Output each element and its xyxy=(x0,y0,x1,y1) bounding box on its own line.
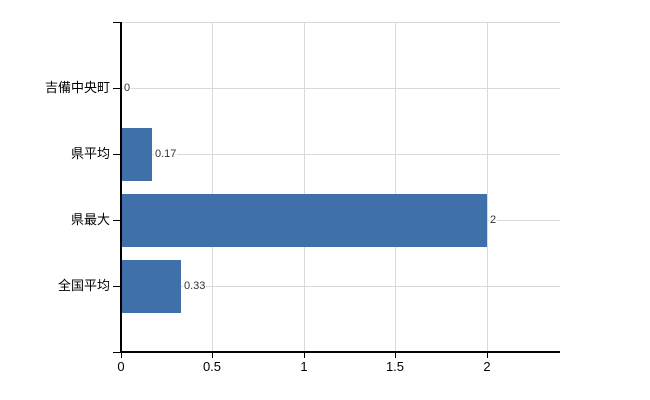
y-axis-tick xyxy=(113,220,121,221)
bar-value-label: 0.17 xyxy=(154,147,178,161)
category-label: 県最大 xyxy=(70,212,110,227)
x-tick-label: 1.5 xyxy=(385,359,405,374)
y-gridline xyxy=(121,154,560,155)
x-gridline xyxy=(487,22,488,352)
bar-value-label: 0.33 xyxy=(183,279,207,293)
x-tick-label: 1 xyxy=(300,359,308,374)
x-tick-label: 0 xyxy=(117,359,125,374)
bar xyxy=(122,194,487,247)
y-axis-tick xyxy=(113,154,121,155)
y-axis-tick xyxy=(113,352,121,353)
bar xyxy=(122,128,152,181)
x-axis-tick xyxy=(304,353,305,358)
x-axis-tick xyxy=(121,353,122,358)
y-axis xyxy=(120,22,122,353)
y-gridline xyxy=(121,286,560,287)
x-gridline xyxy=(212,22,213,352)
x-axis-tick xyxy=(395,353,396,358)
x-axis-tick xyxy=(487,353,488,358)
plot-top-border xyxy=(121,22,560,23)
bar-value-label: 0 xyxy=(123,81,132,95)
y-axis-tick xyxy=(113,88,121,89)
bar-value-label: 2 xyxy=(489,213,498,227)
y-gridline xyxy=(121,88,560,89)
x-tick-label: 2 xyxy=(483,359,491,374)
x-tick-label: 0.5 xyxy=(202,359,222,374)
x-axis xyxy=(120,351,560,353)
category-label: 吉備中央町 xyxy=(44,80,110,95)
x-axis-tick xyxy=(212,353,213,358)
x-gridline xyxy=(395,22,396,352)
x-gridline xyxy=(304,22,305,352)
category-label: 県平均 xyxy=(70,146,110,161)
bar xyxy=(122,260,181,313)
y-axis-tick xyxy=(113,22,121,23)
category-label: 全国平均 xyxy=(57,278,110,293)
y-axis-tick xyxy=(113,286,121,287)
